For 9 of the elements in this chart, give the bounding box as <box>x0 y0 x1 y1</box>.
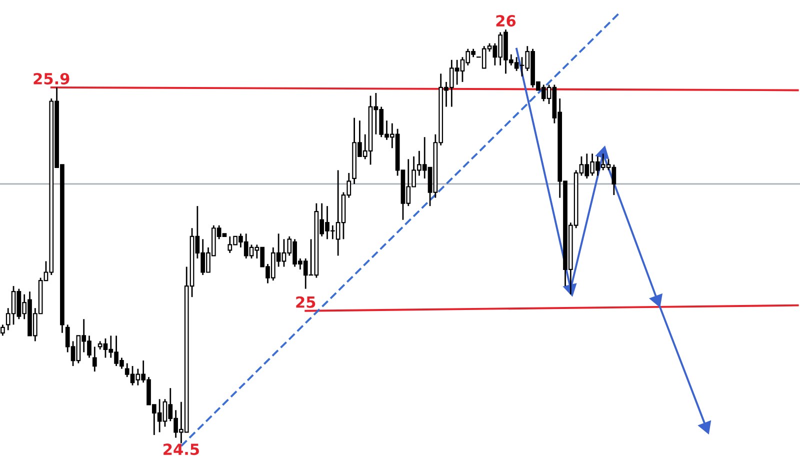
annotation: 26 <box>496 15 516 27</box>
candlestick <box>92 346 97 372</box>
point <box>698 420 711 434</box>
annotation: 24.5 <box>164 444 199 456</box>
point <box>650 294 662 308</box>
candlestick <box>0 324 5 336</box>
series-label: 25.9 <box>34 72 70 84</box>
series-label: 25 <box>296 296 316 308</box>
point <box>596 146 609 160</box>
